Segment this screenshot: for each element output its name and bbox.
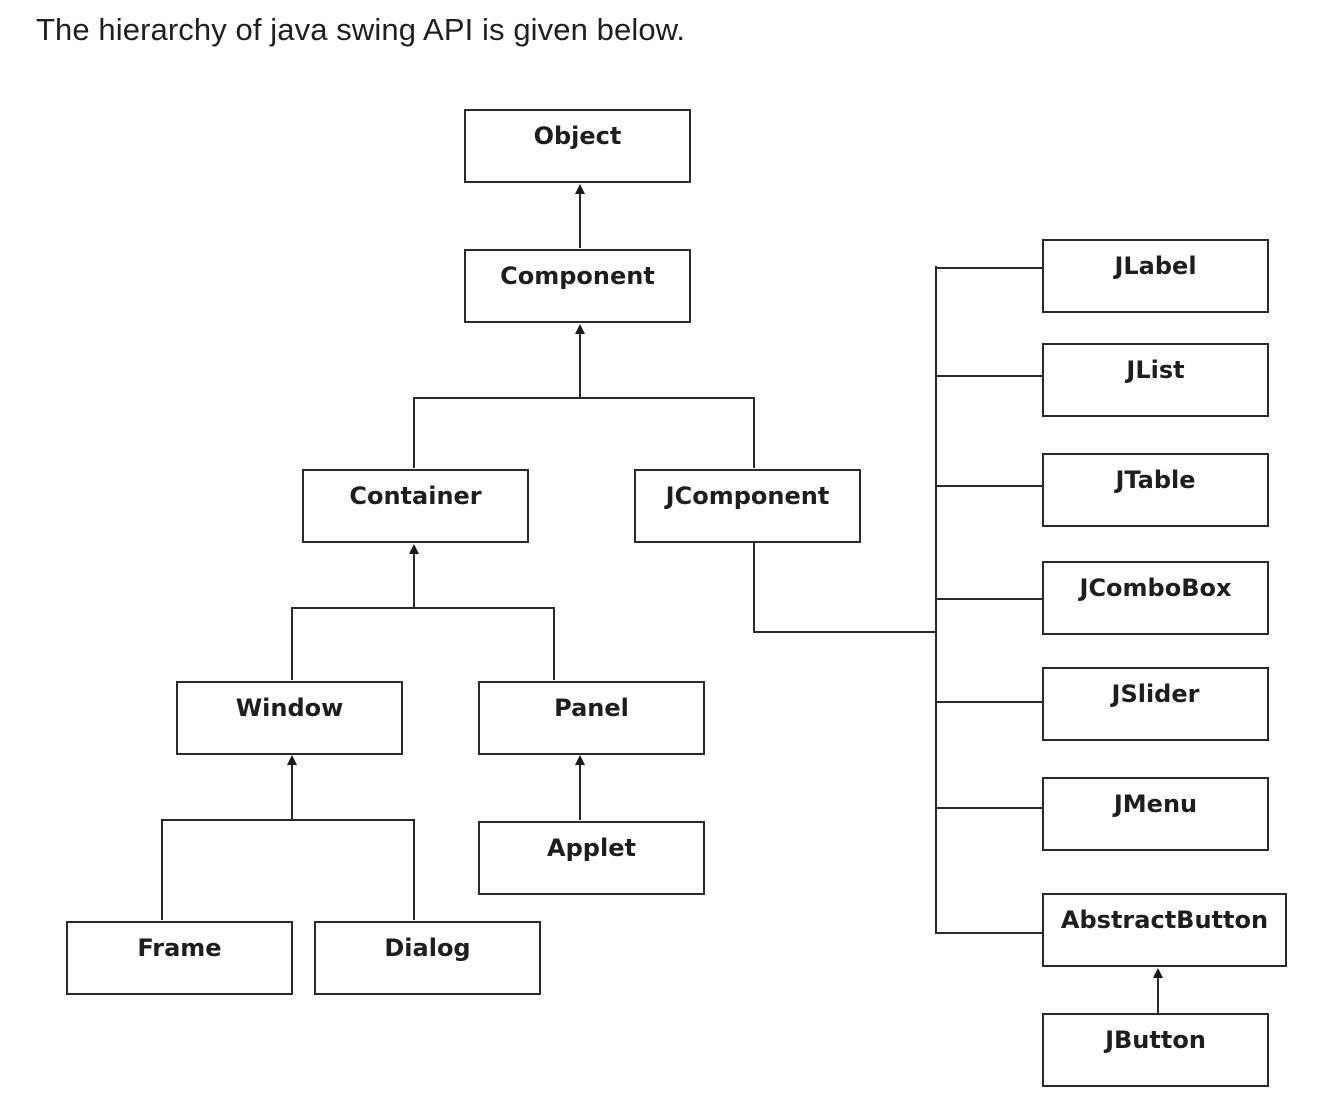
node-window-label: Window bbox=[235, 694, 344, 722]
node-window: Window bbox=[176, 681, 403, 755]
node-jbutton: JButton bbox=[1042, 1013, 1269, 1087]
intro-text: The hierarchy of java swing API is given… bbox=[36, 12, 686, 47]
node-jcombobox-label: JComboBox bbox=[1079, 574, 1232, 602]
node-jcomponent: JComponent bbox=[634, 469, 861, 543]
node-container-label: Container bbox=[349, 482, 482, 510]
node-jmenu-label: JMenu bbox=[1113, 790, 1198, 818]
node-jlist: JList bbox=[1042, 343, 1269, 417]
node-jlabel-label: JLabel bbox=[1114, 252, 1197, 280]
node-jcomponent-label: JComponent bbox=[665, 482, 830, 510]
edge-window-panel-bar bbox=[291, 607, 555, 680]
node-jbutton-label: JButton bbox=[1105, 1026, 1206, 1054]
node-component-label: Component bbox=[500, 262, 655, 290]
node-jlist-label: JList bbox=[1126, 356, 1185, 384]
node-component: Component bbox=[464, 249, 691, 323]
node-abstractbutton-label: AbstractButton bbox=[1060, 906, 1269, 934]
node-jtable: JTable bbox=[1042, 453, 1269, 527]
edge-jcomponent-trunk bbox=[753, 542, 936, 633]
node-object-label: Object bbox=[533, 122, 622, 150]
node-jlabel: JLabel bbox=[1042, 239, 1269, 313]
node-panel: Panel bbox=[478, 681, 705, 755]
node-panel-label: Panel bbox=[554, 694, 629, 722]
node-frame: Frame bbox=[66, 921, 293, 995]
edge-container-jcomponent-bar bbox=[413, 397, 755, 468]
node-jtable-label: JTable bbox=[1115, 466, 1196, 494]
node-dialog-label: Dialog bbox=[384, 934, 471, 962]
node-jcombobox: JComboBox bbox=[1042, 561, 1269, 635]
node-abstractbutton: AbstractButton bbox=[1042, 893, 1287, 967]
node-jslider: JSlider bbox=[1042, 667, 1269, 741]
node-jslider-label: JSlider bbox=[1111, 680, 1200, 708]
edge-frame-dialog-bar bbox=[161, 819, 415, 920]
node-applet-label: Applet bbox=[547, 834, 636, 862]
node-dialog: Dialog bbox=[314, 921, 541, 995]
node-object: Object bbox=[464, 109, 691, 183]
node-container: Container bbox=[302, 469, 529, 543]
node-applet: Applet bbox=[478, 821, 705, 895]
node-frame-label: Frame bbox=[137, 934, 222, 962]
node-jmenu: JMenu bbox=[1042, 777, 1269, 851]
